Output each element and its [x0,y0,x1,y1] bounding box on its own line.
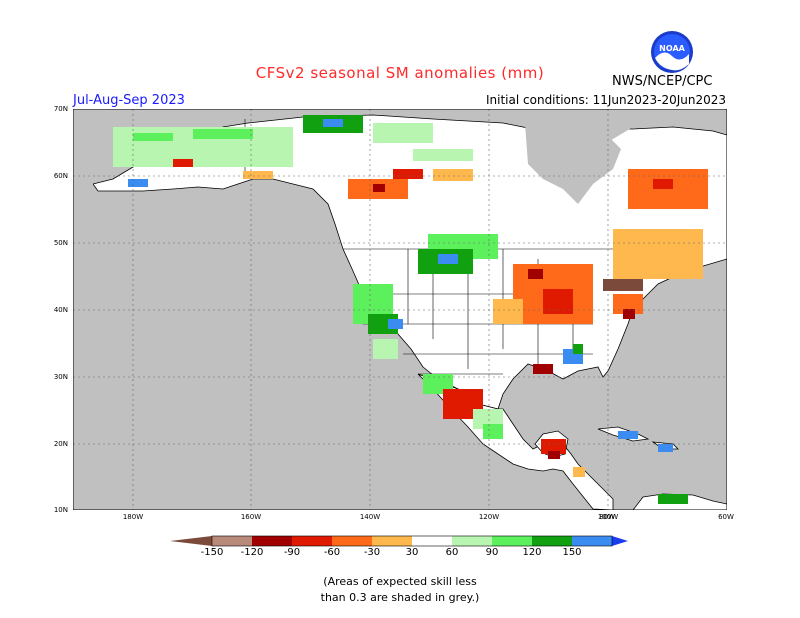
season-label: Jul-Aug-Sep 2023 [73,93,185,108]
colorbar-segment [452,536,492,546]
lat-label-60n: 60N [53,172,68,180]
colorbar-tick: -30 [363,547,381,558]
colorbar-segment [492,536,532,546]
lat-label-20n: 20N [53,440,68,448]
lat-label-50n: 50N [53,239,68,247]
lon-label-120w: 120W [478,513,500,521]
lat-label-30n: 30N [53,373,68,381]
map-title: CFSv2 seasonal SM anomalies (mm) [255,64,545,82]
colorbar-segment [212,536,252,546]
lon-label-80w: 80W [599,513,615,521]
lat-label-10n: 10N [53,506,68,514]
agency-label: NWS/NCEP/CPC [612,74,713,89]
colorbar [170,535,628,547]
map-gridlines [73,109,727,510]
colorbar-tick: 90 [485,547,499,558]
lon-label-140w: 140W [359,513,381,521]
colorbar-segment [372,536,412,546]
anomaly-cells [113,115,708,504]
anomaly-map [73,109,727,510]
colorbar-tick: -150 [200,547,224,558]
colorbar-arrow-right [612,536,628,546]
lon-label-60w: 60W [718,513,734,521]
initial-conditions-label: Initial conditions: 11Jun2023-20Jun2023 [486,93,727,107]
colorbar-tick: -60 [323,547,341,558]
skill-note-line-2: than 0.3 are shaded in grey.) [320,591,480,604]
lon-label-100w: 100W [597,513,619,521]
colorbar-tick: -90 [283,547,301,558]
colorbar-segment [252,536,292,546]
skill-note-line-1: (Areas of expected skill less [323,575,477,588]
colorbar-segment [412,536,452,546]
low-skill-mask [73,109,621,510]
colorbar-tick: 150 [562,547,582,558]
colorbar-tick: 60 [445,547,459,558]
svg-text:NOAA: NOAA [659,44,685,53]
colorbar-arrow-left [170,536,212,546]
lat-label-40n: 40N [53,306,68,314]
noaa-logo-icon: NOAA [651,31,693,73]
lat-label-70n: 70N [53,105,68,113]
lon-label-160w: 160W [240,513,262,521]
colorbar-tick: -120 [240,547,264,558]
colorbar-segment [532,536,572,546]
colorbar-segment [292,536,332,546]
colorbar-segment [572,536,612,546]
lon-label-180w: 180W [122,513,144,521]
colorbar-segment [332,536,372,546]
colorbar-tick: 30 [405,547,419,558]
colorbar-tick: 120 [522,547,542,558]
